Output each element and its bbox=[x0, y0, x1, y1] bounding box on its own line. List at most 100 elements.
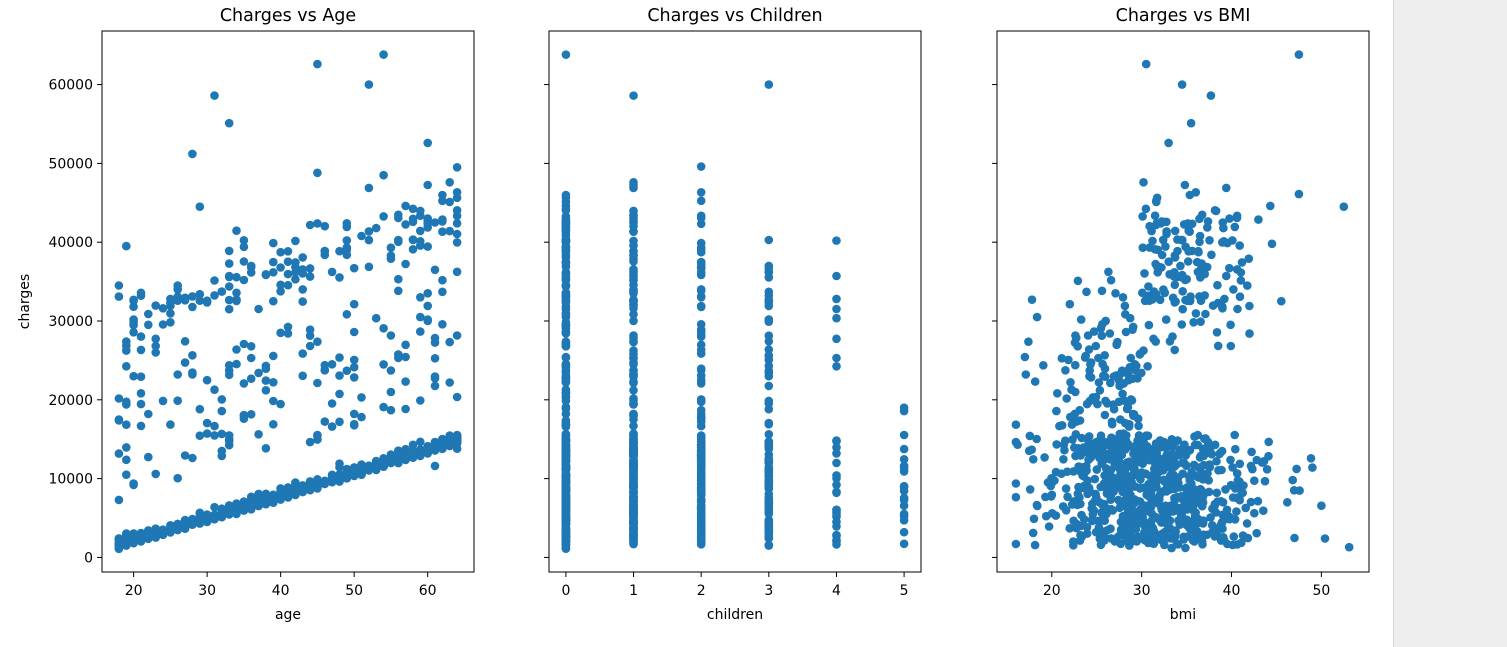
data-point bbox=[1090, 497, 1099, 506]
data-point bbox=[1262, 465, 1272, 474]
data-point bbox=[1218, 498, 1228, 507]
data-point bbox=[416, 327, 425, 336]
data-point bbox=[386, 455, 396, 464]
data-point bbox=[1178, 304, 1187, 314]
data-point bbox=[1294, 189, 1304, 199]
data-point bbox=[246, 353, 256, 363]
data-point bbox=[764, 533, 774, 543]
data-point bbox=[129, 530, 138, 540]
data-point bbox=[1185, 190, 1195, 200]
data-point bbox=[1183, 257, 1193, 266]
data-point bbox=[151, 341, 160, 351]
data-point bbox=[1205, 460, 1214, 469]
data-point bbox=[239, 503, 249, 513]
data-point bbox=[445, 197, 455, 207]
data-point bbox=[129, 371, 138, 381]
data-point bbox=[1203, 469, 1212, 478]
data-point bbox=[313, 378, 322, 388]
data-point bbox=[342, 222, 352, 232]
data-point bbox=[401, 449, 410, 459]
data-point bbox=[1115, 429, 1125, 439]
data-point bbox=[452, 444, 462, 454]
data-point bbox=[1128, 325, 1137, 335]
data-point bbox=[408, 447, 418, 457]
data-point bbox=[1084, 455, 1093, 465]
data-point bbox=[764, 80, 774, 89]
data-point bbox=[832, 294, 841, 304]
data-point bbox=[1137, 468, 1146, 477]
data-point bbox=[696, 262, 706, 272]
data-point bbox=[394, 237, 403, 247]
data-point bbox=[1198, 444, 1208, 454]
data-point bbox=[269, 268, 278, 277]
data-point bbox=[1172, 539, 1182, 549]
data-point bbox=[1193, 267, 1203, 277]
data-point bbox=[1219, 223, 1228, 233]
data-point bbox=[1067, 385, 1076, 395]
data-point bbox=[394, 286, 403, 296]
data-point bbox=[1191, 309, 1201, 318]
data-point bbox=[1121, 495, 1130, 505]
data-point bbox=[1111, 289, 1120, 298]
data-point bbox=[1029, 514, 1039, 524]
scatter-points bbox=[114, 50, 462, 554]
data-point bbox=[276, 247, 285, 257]
data-point bbox=[394, 449, 403, 458]
data-point bbox=[1123, 536, 1132, 546]
data-point bbox=[1294, 50, 1304, 59]
data-point bbox=[269, 396, 278, 406]
data-point bbox=[1061, 484, 1071, 493]
data-point bbox=[1075, 536, 1085, 545]
data-point bbox=[1082, 529, 1092, 538]
x-tick-label: 40 bbox=[272, 583, 290, 599]
data-point bbox=[1239, 481, 1248, 490]
data-point bbox=[1202, 262, 1212, 272]
data-point bbox=[1228, 493, 1238, 502]
data-point bbox=[166, 318, 175, 327]
data-point bbox=[423, 445, 433, 455]
data-point bbox=[452, 188, 462, 197]
data-point bbox=[1320, 534, 1330, 543]
data-point bbox=[561, 246, 571, 256]
data-point bbox=[166, 525, 175, 534]
data-point bbox=[210, 91, 219, 100]
data-point bbox=[1120, 301, 1130, 311]
data-point bbox=[1225, 263, 1234, 273]
data-point bbox=[335, 417, 344, 427]
data-point bbox=[1219, 533, 1228, 542]
data-point bbox=[764, 540, 774, 550]
data-point bbox=[1052, 440, 1061, 449]
data-point bbox=[232, 295, 241, 304]
data-point bbox=[349, 327, 359, 337]
data-point bbox=[1047, 509, 1057, 518]
data-point bbox=[1266, 201, 1275, 211]
data-point bbox=[1264, 451, 1273, 461]
data-point bbox=[232, 508, 241, 517]
data-point bbox=[1077, 433, 1086, 443]
data-point bbox=[1232, 507, 1241, 516]
data-point bbox=[305, 477, 315, 486]
data-point bbox=[335, 389, 344, 399]
data-point bbox=[1070, 443, 1079, 452]
data-point bbox=[1061, 436, 1070, 446]
data-point bbox=[195, 202, 205, 211]
data-point bbox=[122, 362, 131, 371]
data-point bbox=[452, 392, 462, 402]
data-point bbox=[261, 376, 271, 385]
data-point bbox=[764, 420, 774, 429]
data-point bbox=[561, 220, 571, 229]
data-point bbox=[1087, 515, 1097, 525]
data-point bbox=[129, 328, 138, 337]
data-point bbox=[1137, 447, 1146, 457]
data-point bbox=[764, 315, 774, 324]
data-point bbox=[764, 396, 774, 406]
data-point bbox=[1158, 508, 1168, 517]
data-point bbox=[438, 190, 447, 200]
data-point bbox=[438, 320, 447, 329]
data-point bbox=[561, 329, 571, 338]
data-point bbox=[1178, 287, 1187, 296]
data-point bbox=[629, 257, 638, 266]
data-point bbox=[305, 437, 315, 447]
data-point bbox=[276, 492, 285, 501]
data-point bbox=[629, 304, 638, 313]
